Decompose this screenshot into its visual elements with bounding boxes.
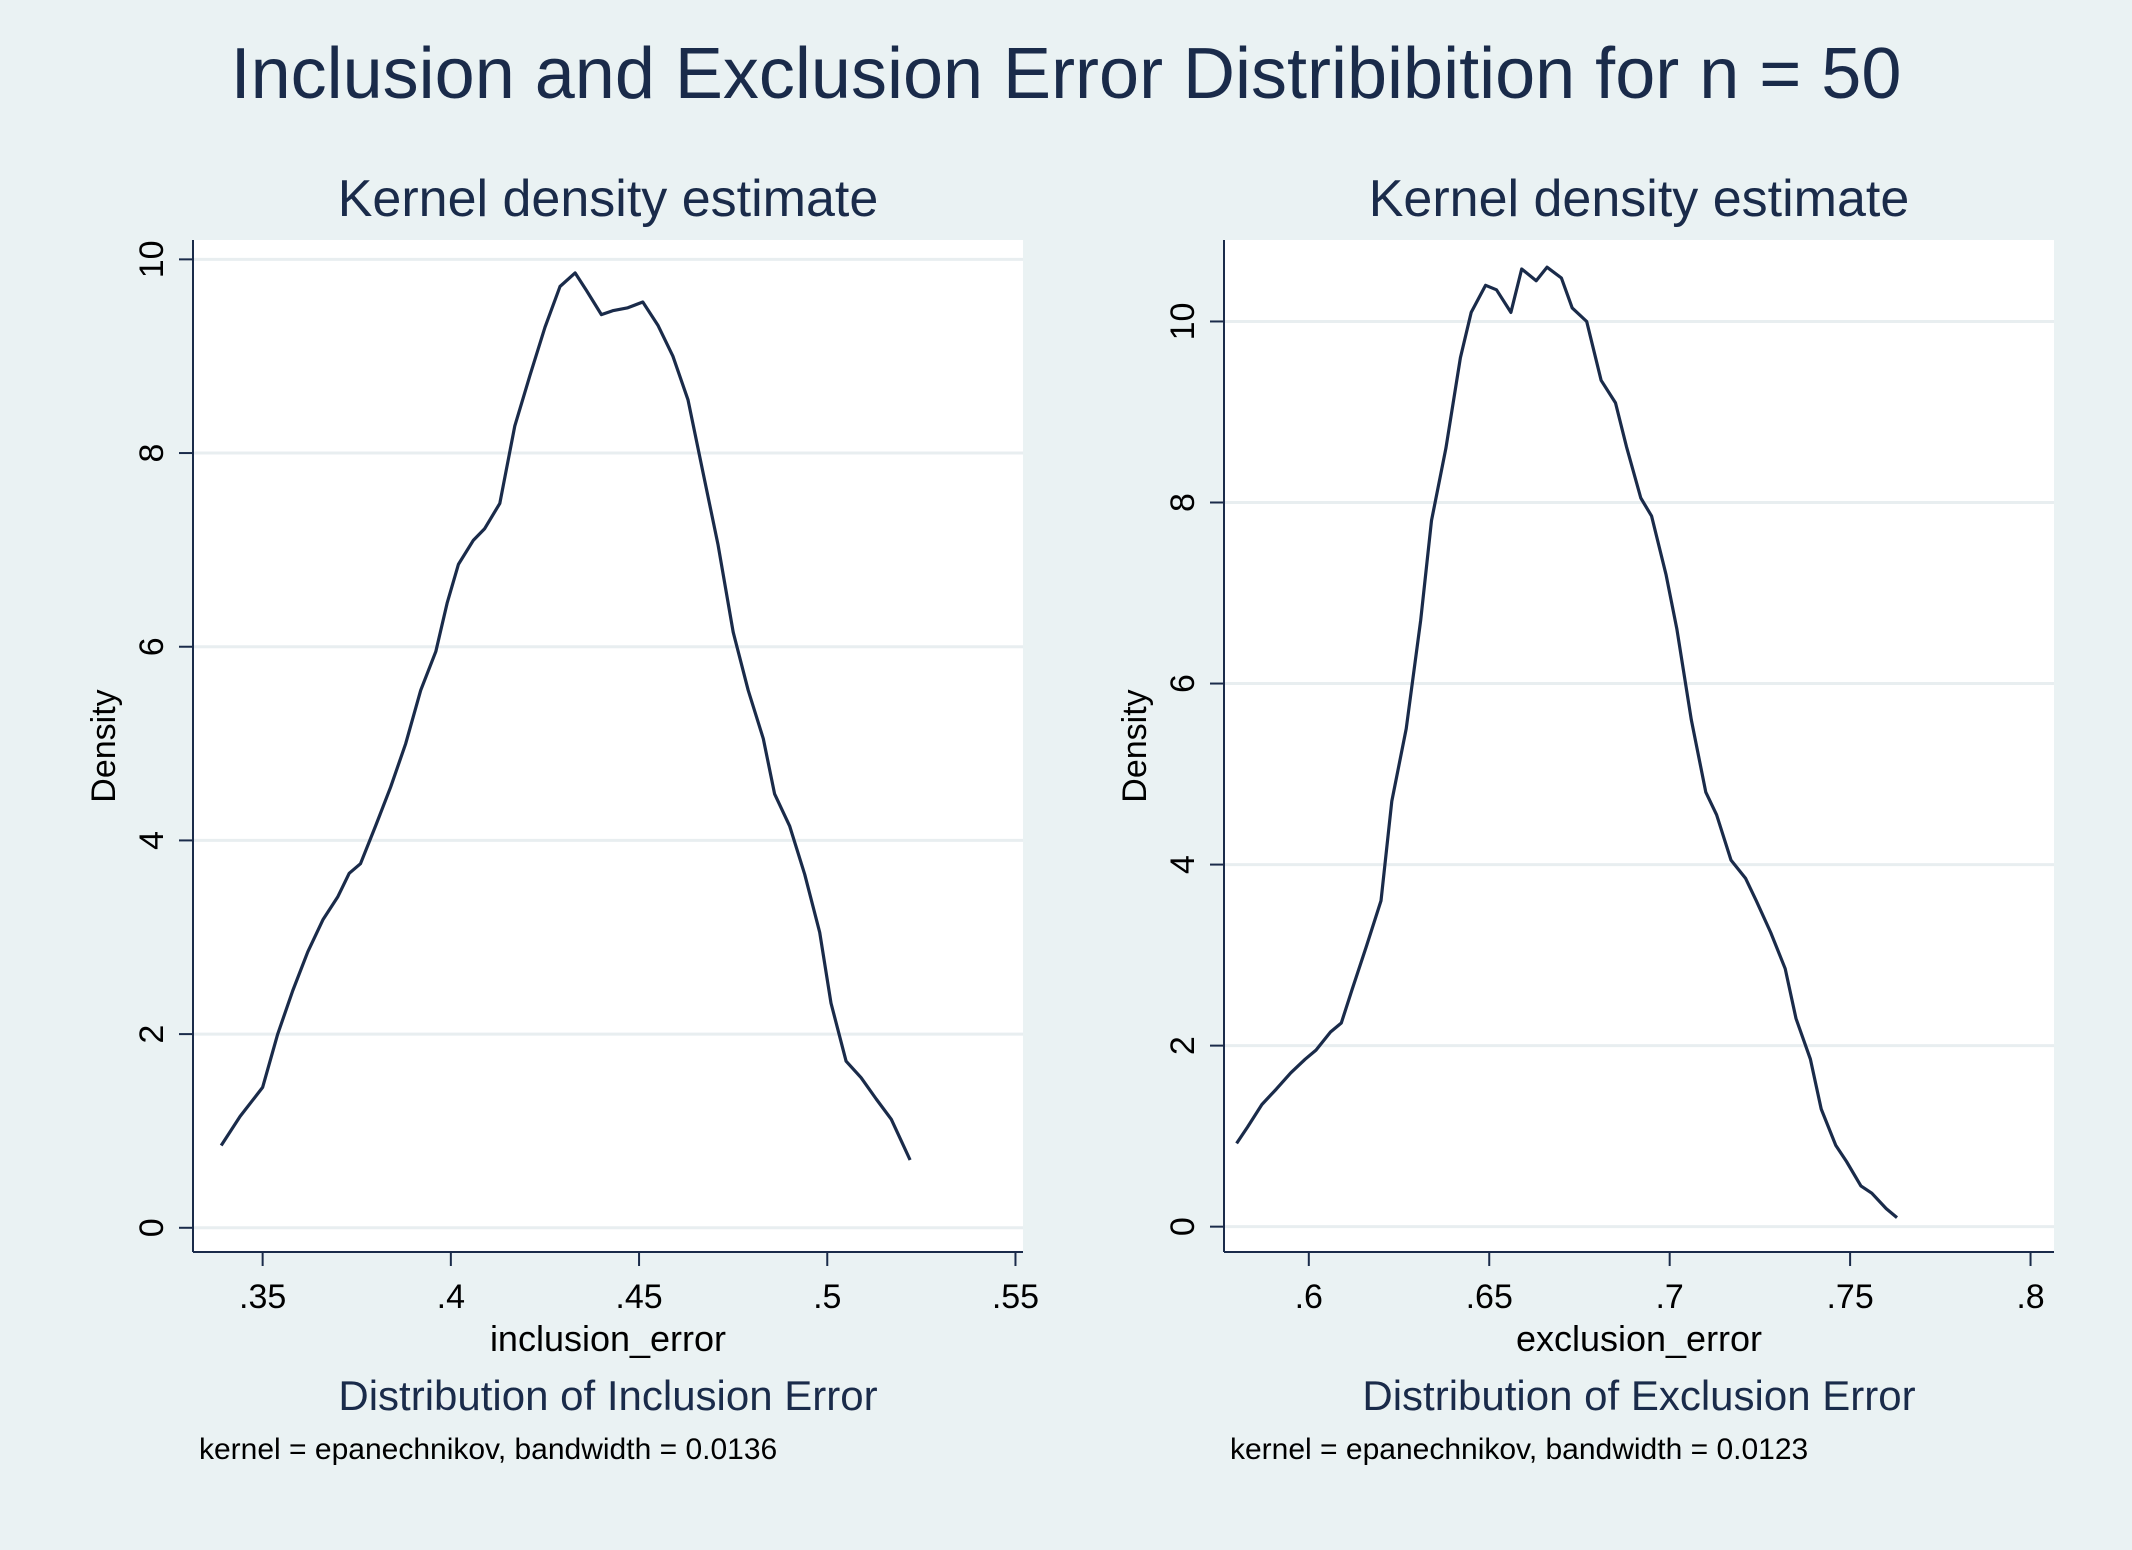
x-tick-label: .45 xyxy=(615,1278,662,1316)
chart-title: Kernel density estimate xyxy=(1369,170,1910,228)
y-tick-label: 0 xyxy=(1164,1217,1202,1236)
x-tick-label: .6 xyxy=(1295,1278,1323,1316)
density-line xyxy=(1235,265,1899,1219)
y-tick-label: 8 xyxy=(133,444,171,463)
x-axis-label: exclusion_error xyxy=(1516,1318,1762,1359)
y-axis-label: Density xyxy=(85,689,123,802)
y-tick-label: 10 xyxy=(133,240,171,278)
y-tick-label: 2 xyxy=(133,1025,171,1044)
x-tick-label: .5 xyxy=(813,1278,841,1316)
y-tick-label: 4 xyxy=(1164,855,1202,874)
chart-subtitle: Distribution of Inclusion Error xyxy=(338,1372,877,1419)
chart-title: Kernel density estimate xyxy=(338,170,879,228)
x-tick-label: .8 xyxy=(2016,1278,2044,1316)
x-tick-label: .7 xyxy=(1655,1278,1683,1316)
left-chart-panel: 0 2 4 6 8 10 .35 .4 .45 .5 .55 Density inclusion_err… xyxy=(85,170,1039,1466)
y-tick-label: 4 xyxy=(133,831,171,850)
x-tick-label: .75 xyxy=(1826,1278,1873,1316)
plot-area xyxy=(1224,240,2054,1252)
y-tick-label: 8 xyxy=(1164,493,1202,512)
x-tick-label: .35 xyxy=(239,1278,286,1316)
y-tick-label: 0 xyxy=(133,1218,171,1237)
density-line xyxy=(219,271,912,1161)
x-axis-label: inclusion_error xyxy=(490,1318,726,1359)
x-tick-label: .55 xyxy=(992,1278,1039,1316)
chart-subtitle: Distribution of Exclusion Error xyxy=(1362,1372,1915,1419)
y-tick-label: 6 xyxy=(1164,674,1202,693)
x-tick-label: .65 xyxy=(1466,1278,1513,1316)
chart-note: kernel = epanechnikov, bandwidth = 0.013… xyxy=(199,1433,777,1466)
right-chart-panel: 0 2 4 6 8 10 .6 .65 .7 .75 .8 Density exclusion_erro… xyxy=(1116,170,2054,1466)
chart-note: kernel = epanechnikov, bandwidth = 0.012… xyxy=(1230,1433,1808,1466)
y-axis-label: Density xyxy=(1116,689,1154,802)
y-tick-label: 2 xyxy=(1164,1036,1202,1055)
x-tick-label: .4 xyxy=(437,1278,465,1316)
y-tick-label: 6 xyxy=(133,637,171,656)
plot-area xyxy=(193,240,1023,1252)
figure-title: Inclusion and Exclusion Error Distribibi… xyxy=(231,34,1902,114)
y-tick-label: 10 xyxy=(1164,303,1202,341)
